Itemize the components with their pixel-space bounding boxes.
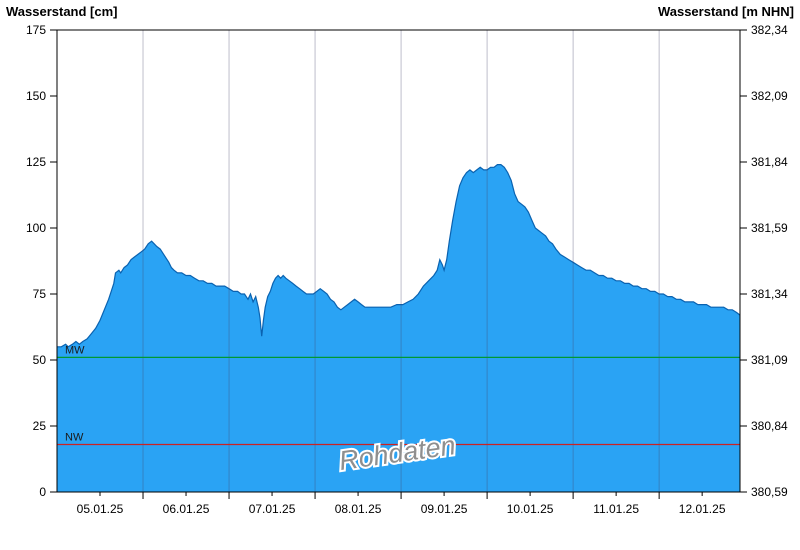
- left-tick-label: 75: [33, 287, 47, 301]
- left-tick-label: 0: [39, 485, 46, 499]
- right-tick-label: 382,34: [751, 23, 788, 37]
- reference-label-mw: MW: [65, 344, 85, 356]
- x-axis-date-label: 09.01.25: [421, 502, 468, 516]
- x-axis-date-label: 12.01.25: [679, 502, 726, 516]
- reference-label-nw: NW: [65, 431, 84, 443]
- x-axis-date-label: 11.01.25: [593, 502, 639, 516]
- right-tick-label: 381,09: [751, 353, 788, 367]
- right-tick-label: 381,84: [751, 155, 788, 169]
- left-tick-label: 25: [33, 419, 47, 433]
- x-axis-date-label: 05.01.25: [77, 502, 124, 516]
- right-tick-label: 381,34: [751, 287, 788, 301]
- area-series: [57, 164, 740, 492]
- right-tick-label: 380,84: [751, 419, 788, 433]
- left-tick-label: 100: [26, 221, 46, 235]
- left-tick-label: 125: [26, 155, 46, 169]
- right-tick-label: 382,09: [751, 89, 788, 103]
- x-axis-date-label: 08.01.25: [335, 502, 382, 516]
- right-axis-title: Wasserstand [m NHN]: [657, 4, 794, 19]
- left-axis-title: Wasserstand [cm]: [6, 4, 118, 19]
- right-tick-label: 380,59: [751, 485, 788, 499]
- x-axis-date-label: 06.01.25: [163, 502, 210, 516]
- left-tick-label: 150: [26, 89, 46, 103]
- left-tick-label: 50: [33, 353, 47, 367]
- plot-border: [56, 29, 741, 493]
- x-axis-date-label: 07.01.25: [249, 502, 296, 516]
- x-axis-date-label: 10.01.25: [507, 502, 554, 516]
- area-outline: [57, 164, 741, 348]
- left-tick-label: 175: [26, 23, 46, 37]
- right-tick-label: 381,59: [751, 221, 788, 235]
